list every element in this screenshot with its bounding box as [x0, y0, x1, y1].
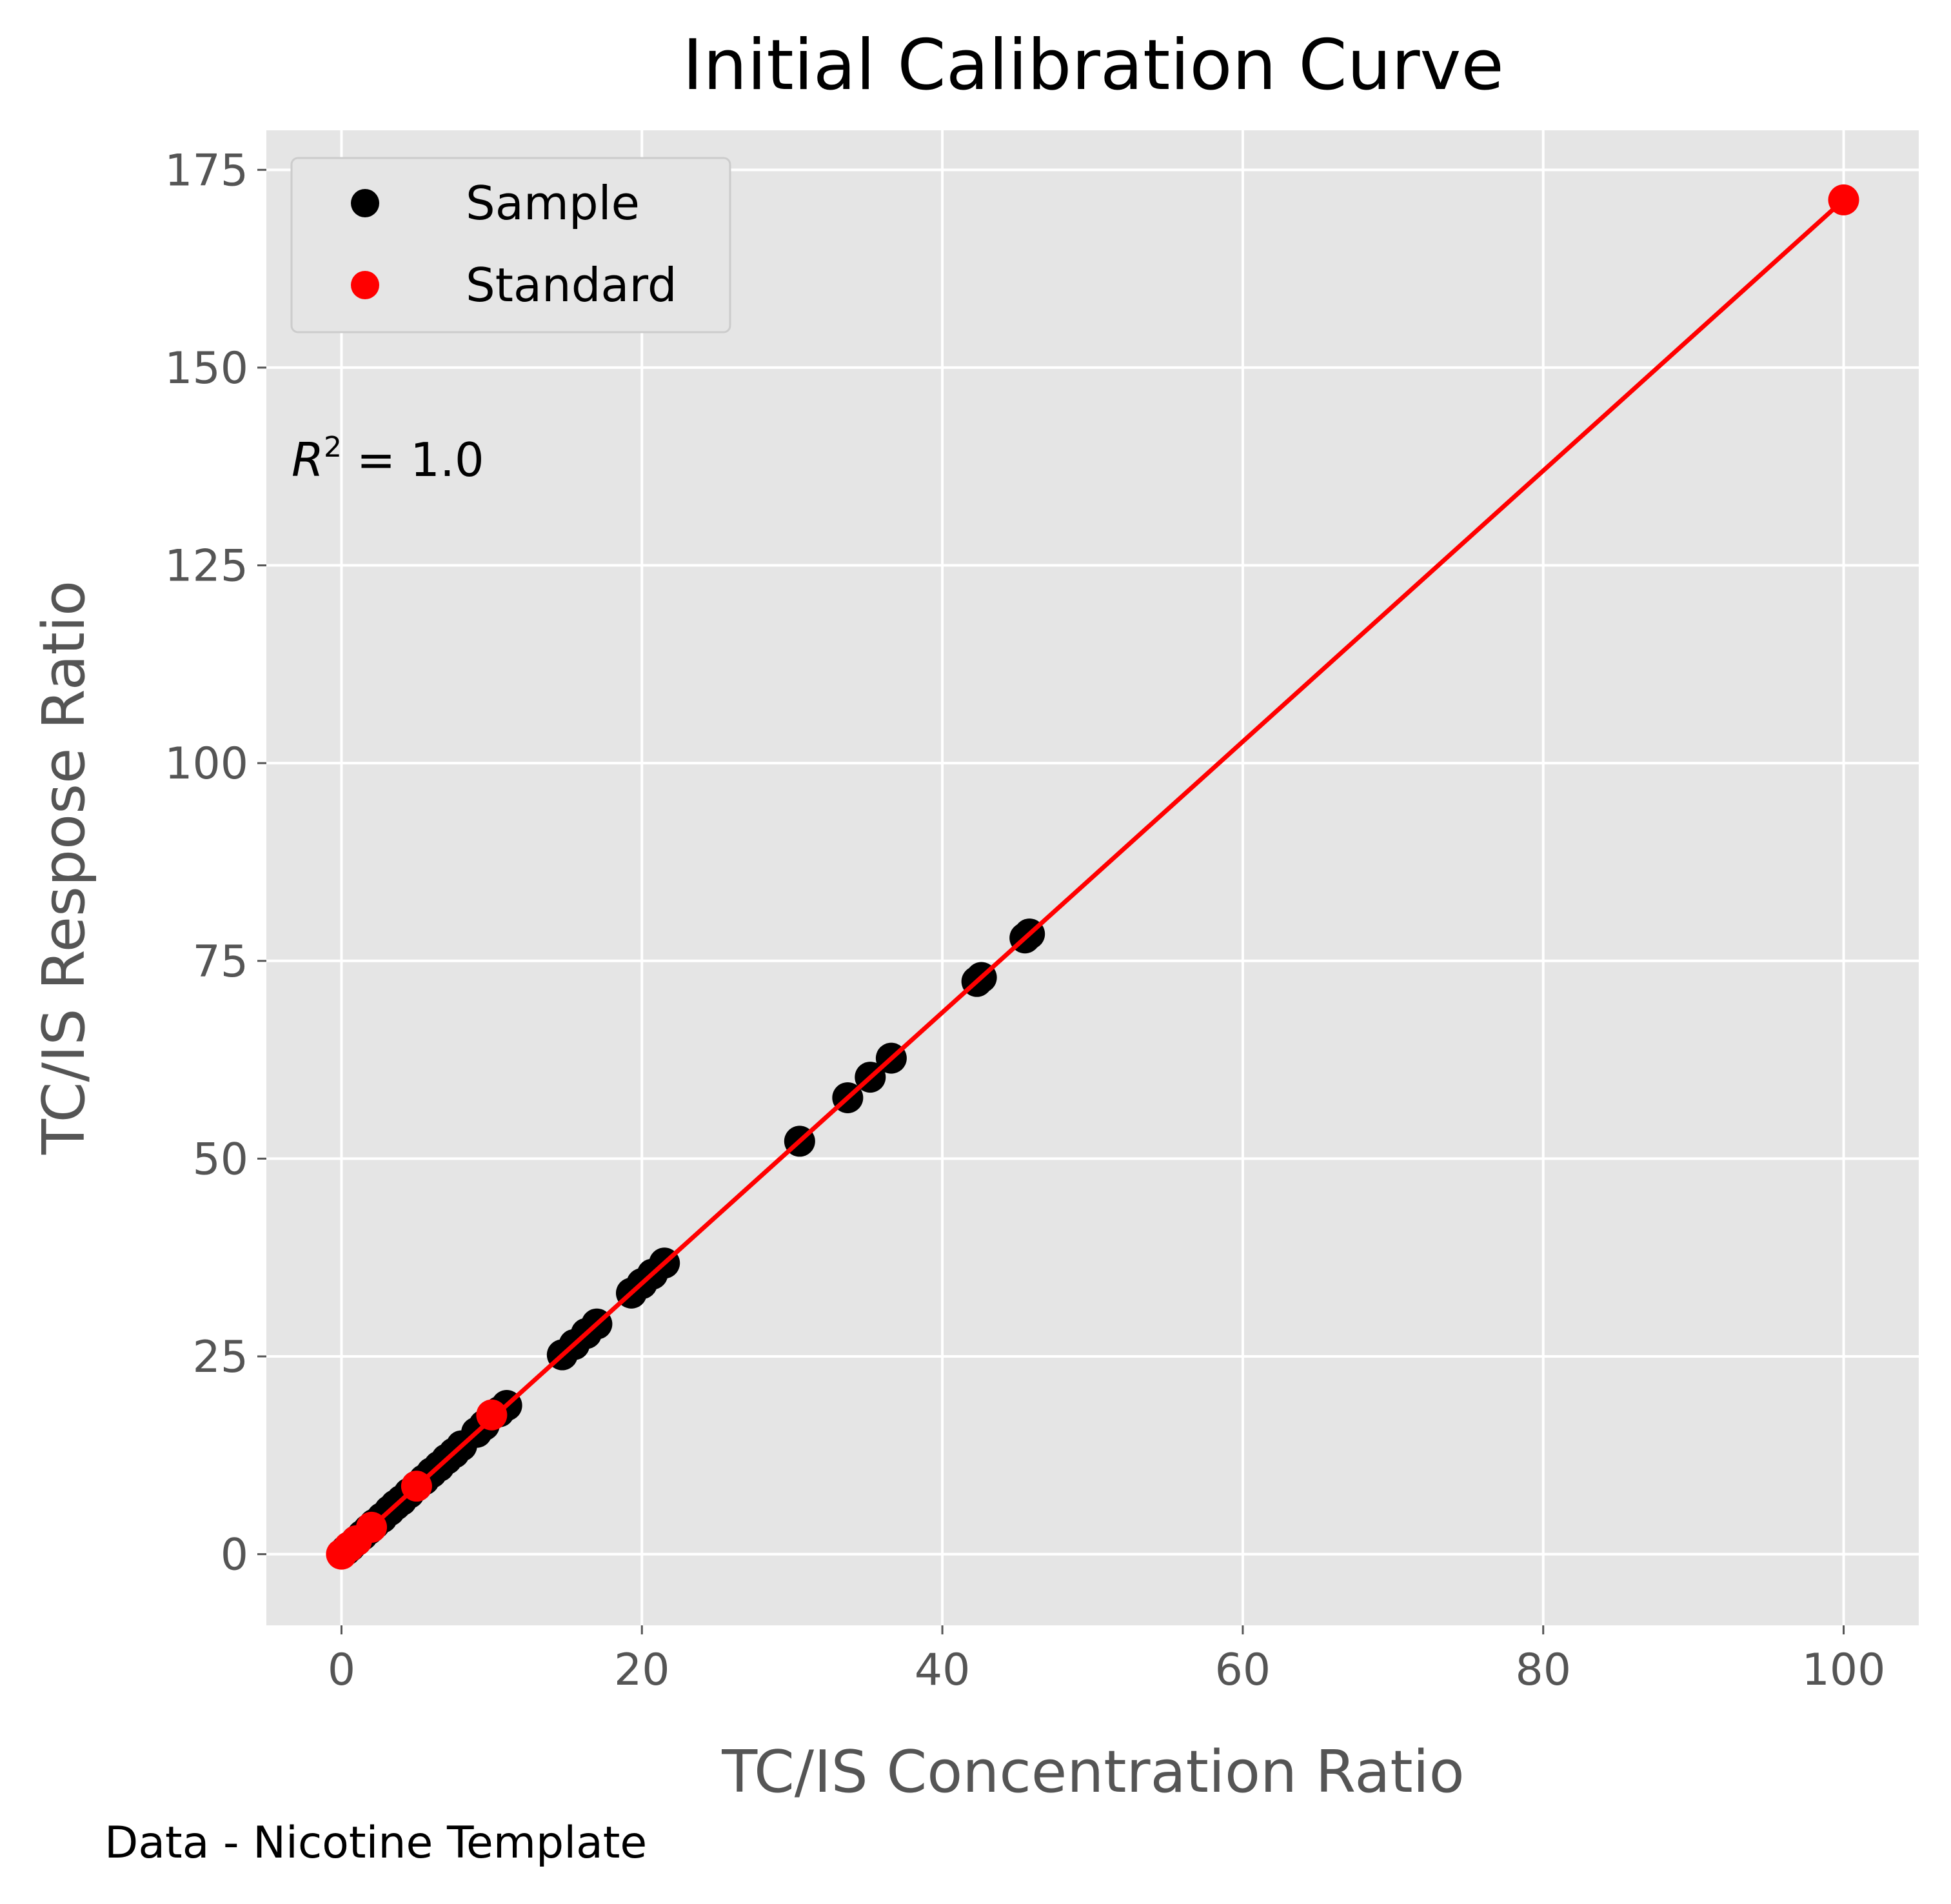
- fit-line-layer: [340, 198, 1845, 1556]
- grid-lines: [266, 130, 1919, 1625]
- y-tick-label: 175: [164, 145, 248, 196]
- standard-points-group: [326, 184, 1859, 1570]
- r-squared-exponent: 2: [324, 431, 342, 464]
- x-tick-label: 0: [328, 1645, 355, 1696]
- legend: Sample Standard: [290, 157, 731, 333]
- calibration-fit-line: [340, 198, 1845, 1556]
- x-tick-label: 60: [1215, 1645, 1271, 1696]
- y-tick-label: 50: [192, 1134, 248, 1185]
- x-tick-label: 20: [614, 1645, 670, 1696]
- standard-point: [356, 1511, 388, 1543]
- x-tick-label: 100: [1802, 1645, 1886, 1696]
- legend-marker-sample: [351, 189, 379, 217]
- legend-label-sample: Sample: [466, 176, 640, 230]
- r-squared-annotation: R2 = 1.0: [292, 431, 484, 487]
- y-tick-label: 0: [221, 1530, 248, 1581]
- legend-marker-standard: [351, 271, 379, 299]
- x-tick-label: 40: [915, 1645, 971, 1696]
- standard-point: [1828, 184, 1859, 215]
- y-tick-label: 100: [164, 739, 248, 789]
- x-tick-label: 80: [1515, 1645, 1571, 1696]
- footer-note: Data - Nicotine Template: [104, 1818, 647, 1869]
- r-squared-symbol: R: [292, 433, 324, 487]
- r-squared-value: = 1.0: [342, 433, 484, 487]
- legend-box: [290, 157, 731, 333]
- y-tick-label: 25: [192, 1332, 248, 1383]
- y-tick-label: 150: [164, 343, 248, 394]
- y-axis-label: TC/IS Respose Ratio: [30, 580, 98, 1155]
- standard-point: [401, 1471, 432, 1502]
- x-axis-label: TC/IS Concentration Ratio: [721, 1738, 1465, 1806]
- y-tick-label: 75: [192, 937, 248, 987]
- legend-label-standard: Standard: [466, 258, 677, 312]
- y-tick-label: 125: [164, 541, 248, 592]
- standard-point: [476, 1399, 508, 1431]
- chart-title: Initial Calibration Curve: [682, 25, 1504, 106]
- axis-ticks: 0 20 40 60 80 100 0 25 50 75 100 125 150 175: [164, 145, 1885, 1696]
